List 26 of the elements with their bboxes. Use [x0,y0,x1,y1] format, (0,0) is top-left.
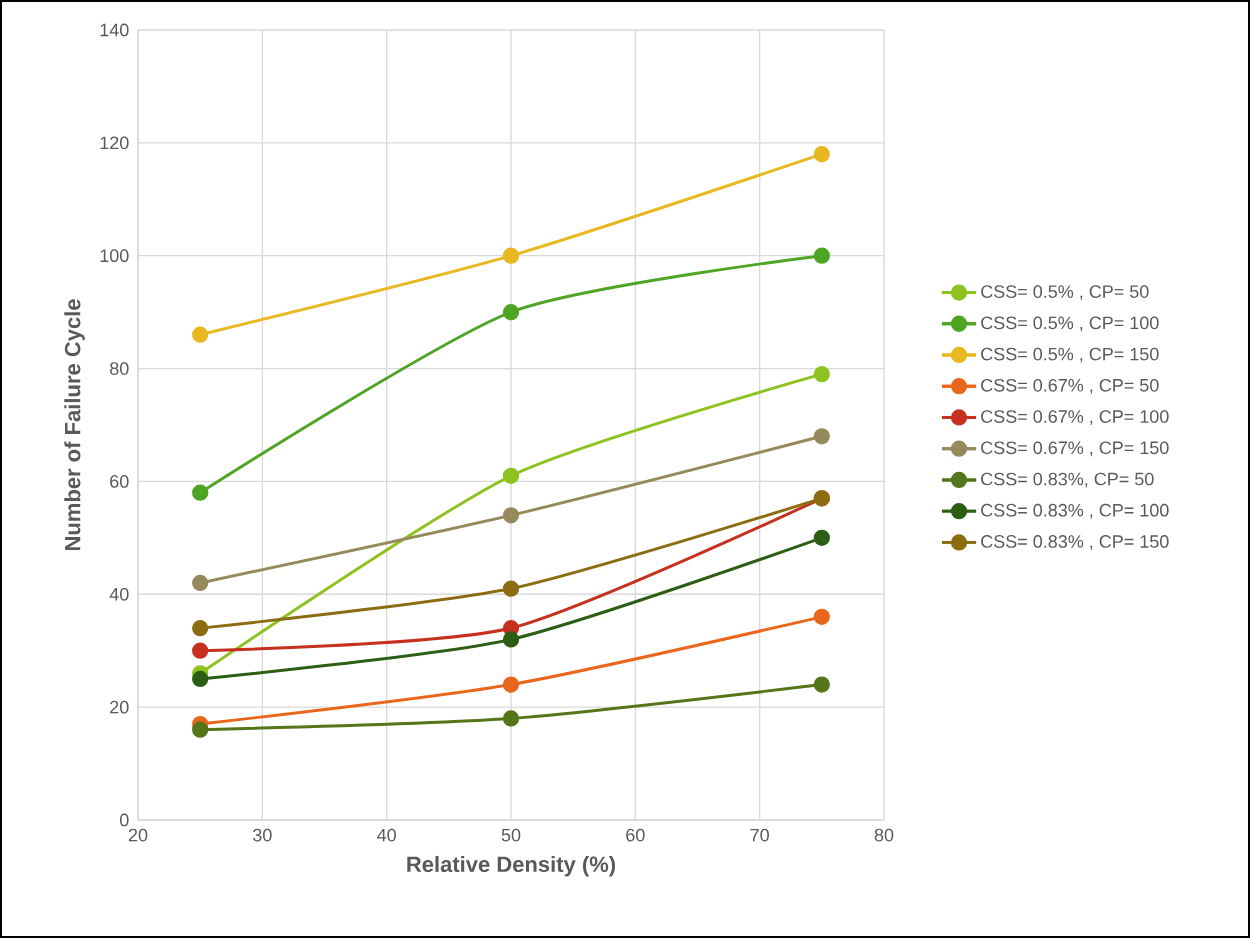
x-tick-label: 40 [377,828,396,842]
x-tick-label: 30 [253,828,272,842]
legend-label: CSS= 0.67% , CP= 50 [981,378,1159,394]
legend-label: CSS= 0.83% , CP= 150 [981,535,1169,550]
x-tick-label: 20 [128,828,148,842]
y-axis-title: Number of Failure Cycle [64,299,85,551]
y-tick-label: 0 [119,813,129,827]
legend-label: CSS= 0.5% , CP= 100 [981,316,1159,332]
y-tick-label: 20 [110,700,129,714]
y-tick-label: 100 [100,249,129,263]
y-tick-label: 140 [100,23,129,37]
y-tick-label: 80 [110,362,129,375]
x-tick-label: 70 [750,828,769,842]
legend-label: CSS= 0.83%, CP= 50 [981,472,1154,488]
y-tick-label: 120 [100,136,129,150]
y-tick-label: 60 [110,475,129,488]
legend-label: CSS= 0.67% , CP= 100 [981,410,1169,426]
legend-label: CSS= 0.83% , CP= 100 [981,503,1169,519]
legend-label: CSS= 0.5% , CP= 50 [981,285,1149,301]
y-tick-label: 40 [109,587,129,601]
x-tick-label: 60 [626,828,645,842]
legend-label: CSS= 0.67% , CP= 150 [981,441,1169,457]
legend-label: CSS= 0.5% , CP= 150 [981,347,1159,363]
x-axis-title: Relative Density (%) [407,855,616,877]
x-tick-label: 50 [501,828,521,842]
x-tick-label: 80 [874,828,894,842]
